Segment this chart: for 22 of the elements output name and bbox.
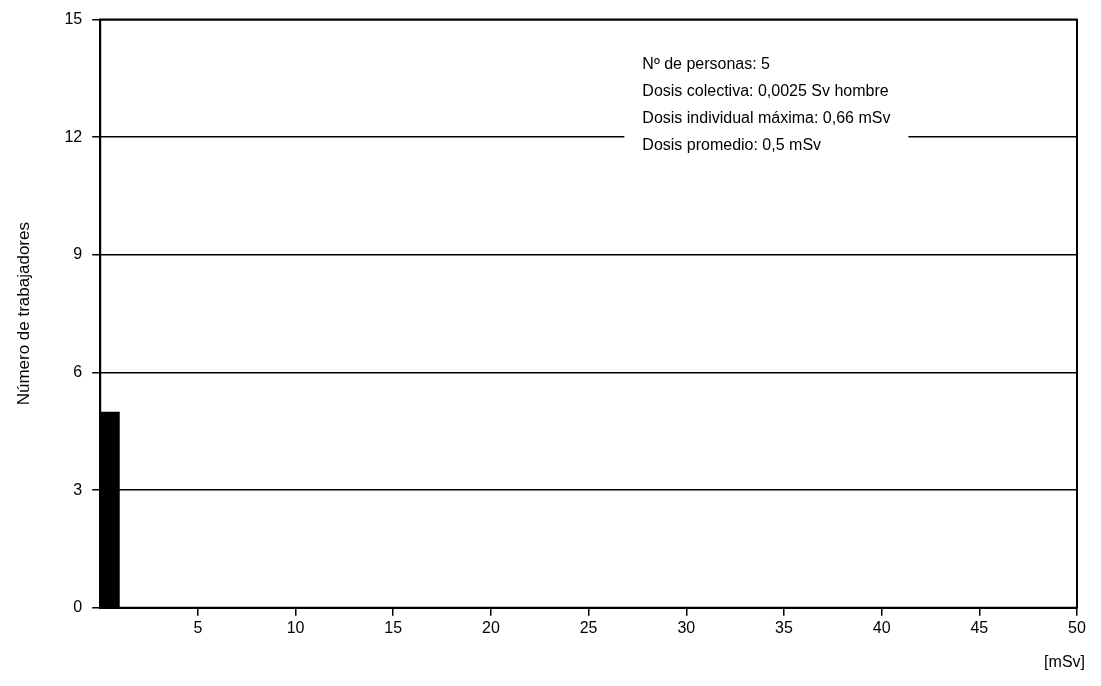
y-axis-title: Número de trabajadores bbox=[13, 222, 33, 406]
x-tick-label: 45 bbox=[970, 618, 989, 636]
x-tick-label: 20 bbox=[482, 618, 500, 636]
x-axis-title: [mSv] bbox=[1044, 653, 1085, 671]
y-tick-label: 12 bbox=[64, 127, 83, 145]
x-tick-label: 30 bbox=[677, 618, 696, 636]
y-tick-label: 9 bbox=[73, 245, 83, 263]
annotation: Dosis promedio: 0,5 mSv bbox=[642, 136, 822, 154]
x-tick-label: 10 bbox=[286, 618, 305, 636]
x-tick-label: 25 bbox=[579, 618, 598, 636]
y-tick-label: 15 bbox=[64, 10, 83, 28]
x-tick-label: 35 bbox=[775, 618, 793, 636]
y-tick-label: 3 bbox=[73, 480, 83, 498]
x-tick-label: 15 bbox=[384, 618, 403, 636]
annotation: Dosis individual máxima: 0,66 mSv bbox=[642, 109, 891, 127]
x-tick-label: 5 bbox=[193, 618, 203, 636]
x-tick-label: 40 bbox=[872, 618, 891, 636]
x-tick-label: 50 bbox=[1068, 618, 1086, 636]
annotation: Dosis colectiva: 0,0025 Sv hombre bbox=[642, 82, 889, 100]
y-tick-label: 6 bbox=[73, 362, 83, 380]
annotation: Nº de personas: 5 bbox=[642, 55, 771, 73]
y-tick-label: 0 bbox=[73, 598, 83, 616]
